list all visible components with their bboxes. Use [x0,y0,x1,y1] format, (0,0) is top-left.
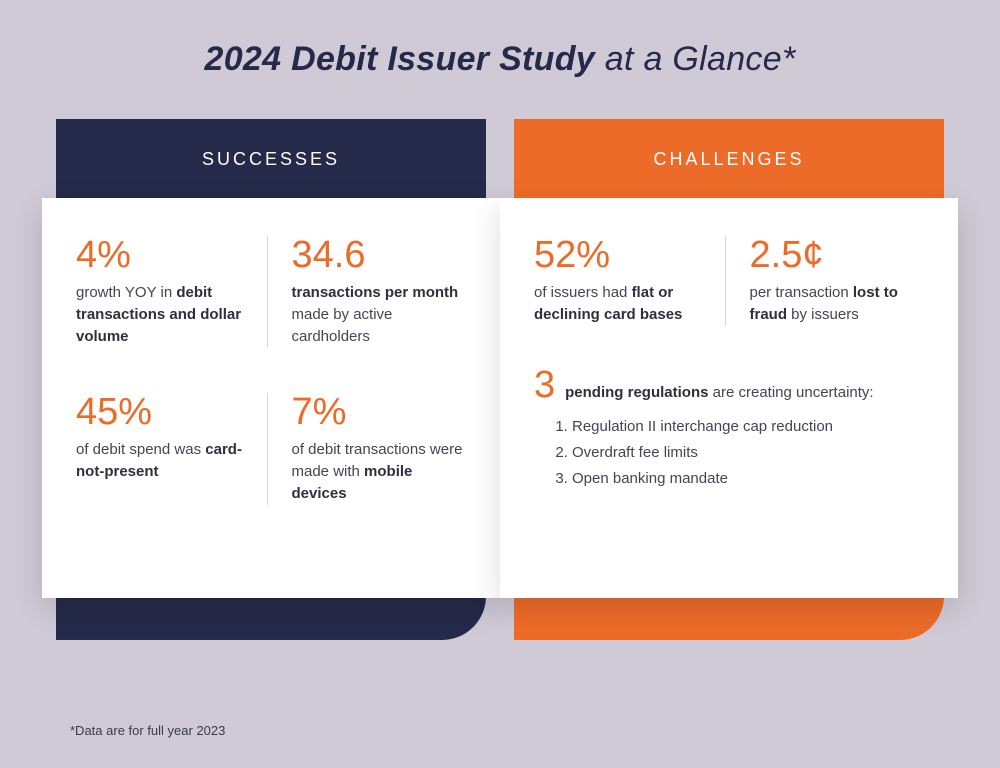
stat-desc: growth YOY in debit transactions and dol… [76,282,251,347]
card-successes: 4% growth YOY in debit transactions and … [42,198,500,598]
stat-desc: transactions per month made by active ca… [292,282,467,347]
regulations-lead: 3 pending regulations are creating uncer… [534,366,924,404]
stat-row: 4% growth YOY in debit transactions and … [76,236,466,347]
panel-challenges: CHALLENGES 52% of issuers had flat or de… [514,119,944,598]
list-item: Open banking mandate [572,466,924,492]
stat-desc: of issuers had flat or declining card ba… [534,282,709,326]
page-title: 2024 Debit Issuer Study at a Glance* [56,40,944,79]
stat-value: 34.6 [292,236,467,274]
stat-desc: per transaction lost to fraud by issuers [750,282,925,326]
stat-value: 2.5¢ [750,236,925,274]
stat-row: 45% of debit spend was card-not-present … [76,393,466,504]
stat-desc: of debit spend was card-not-present [76,439,251,483]
panels-row: SUCCESSES 4% growth YOY in debit transac… [56,119,944,598]
panel-header-successes: SUCCESSES [56,119,486,198]
stat-value: 52% [534,236,709,274]
card-challenges: 52% of issuers had flat or declining car… [500,198,958,598]
regulations-block: 3 pending regulations are creating uncer… [534,326,924,493]
panel-successes: SUCCESSES 4% growth YOY in debit transac… [56,119,486,598]
stat-item: 52% of issuers had flat or declining car… [534,236,725,326]
stat-value: 7% [292,393,467,431]
stat-item: 2.5¢ per transaction lost to fraud by is… [725,236,925,326]
stat-item: 34.6 transactions per month made by acti… [267,236,467,347]
stat-item: 45% of debit spend was card-not-present [76,393,267,504]
list-item: Regulation II interchange cap reduction [572,414,924,440]
title-bold: 2024 Debit Issuer Study [205,40,596,78]
stat-item: 7% of debit transactions were made with … [267,393,467,504]
stat-value: 45% [76,393,251,431]
regulations-count: 3 [534,366,555,404]
footnote: *Data are for full year 2023 [70,723,225,738]
regulations-list: Regulation II interchange cap reduction … [534,414,924,493]
stat-row: 52% of issuers had flat or declining car… [534,236,924,326]
stat-item: 4% growth YOY in debit transactions and … [76,236,267,347]
regulations-text: pending regulations are creating uncerta… [565,384,873,401]
stat-value: 4% [76,236,251,274]
title-light: at a Glance* [595,40,795,78]
list-item: Overdraft fee limits [572,440,924,466]
panel-header-challenges: CHALLENGES [514,119,944,198]
stat-desc: of debit transactions were made with mob… [292,439,467,504]
